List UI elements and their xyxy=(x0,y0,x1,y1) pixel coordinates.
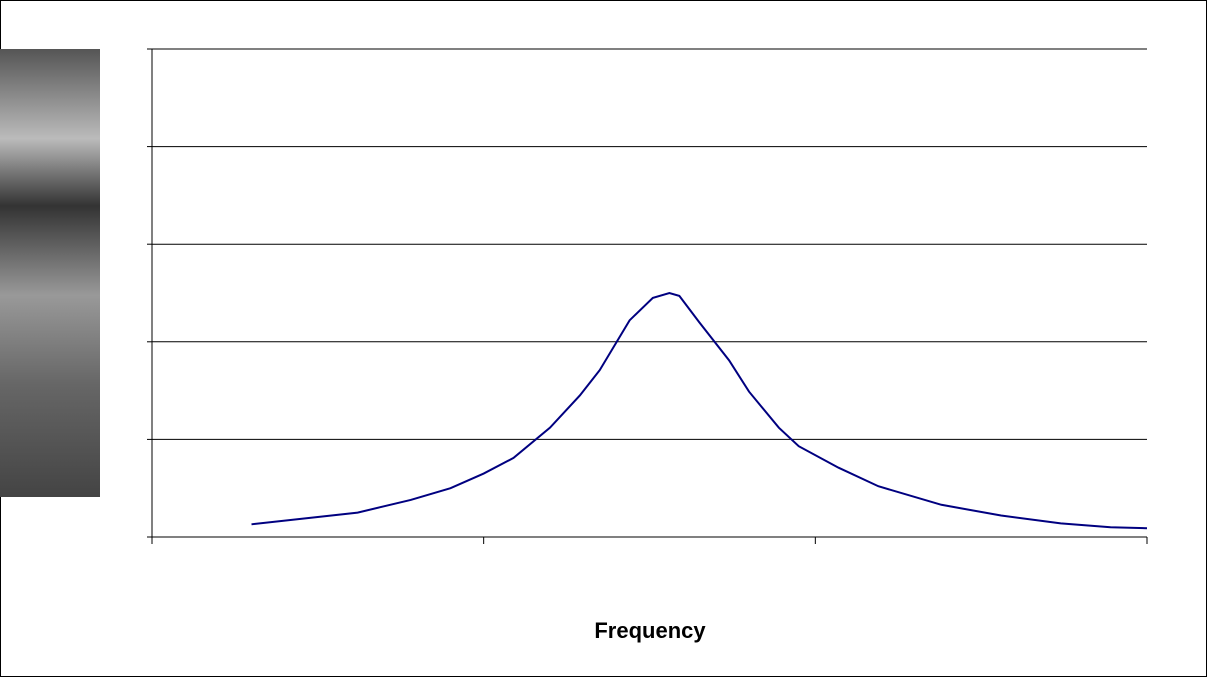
page: {"chart_data": {"type": "line", "x_label… xyxy=(0,0,1207,677)
chart-frame xyxy=(1,1,1207,677)
photo-strip xyxy=(0,49,100,497)
chart: Frequency xyxy=(0,0,1207,677)
x-axis-title: Frequency xyxy=(594,618,706,643)
